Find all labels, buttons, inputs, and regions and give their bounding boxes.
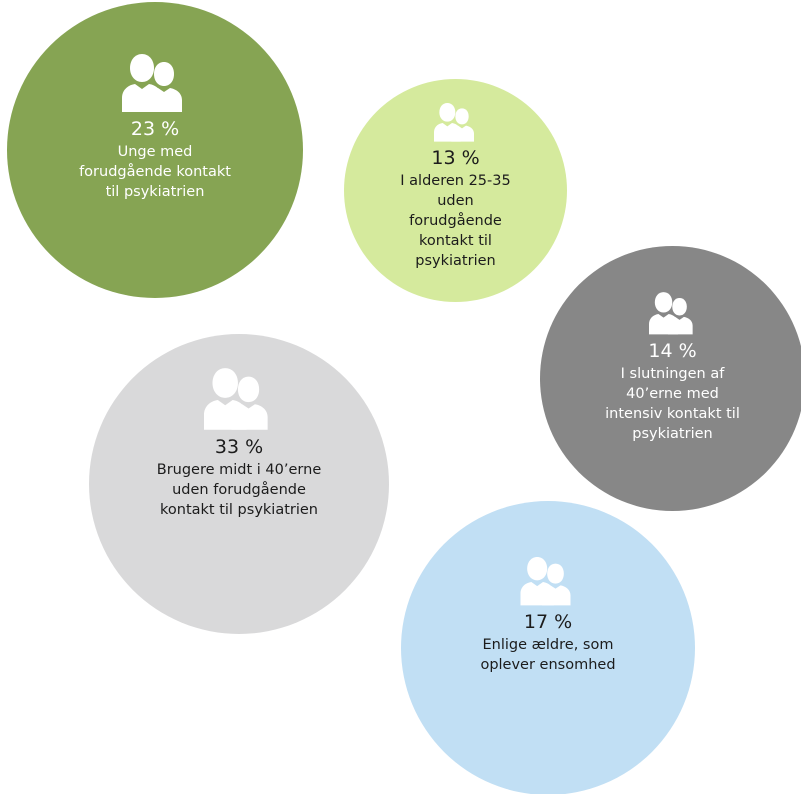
- segment-percent: 14 %: [648, 340, 697, 362]
- people-icon: [122, 54, 182, 112]
- segment-label-line: Enlige ældre, som: [482, 637, 614, 653]
- segment-label: I slutningen af 40’erne med intensiv kon…: [573, 364, 773, 444]
- segment-percent: 17 %: [523, 611, 573, 633]
- people-icon: [433, 103, 474, 142]
- segment-content: 13 % I alderen 25-35 uden forudgående ko…: [344, 103, 567, 271]
- segment-bubble-2: 13 % I alderen 25-35 uden forudgående ko…: [344, 79, 567, 302]
- segment-label: I alderen 25-35 uden forudgående kontakt…: [391, 171, 521, 271]
- segment-bubble-4: 33 % Brugere midt i 40’erne uden forudgå…: [89, 334, 389, 634]
- people-icon: [520, 557, 571, 606]
- segment-content: 14 % I slutningen af 40’erne med intensi…: [540, 292, 801, 444]
- segment-bubble-1: 23 % Unge med forudgående kontakt til ps…: [7, 2, 303, 298]
- segment-percent: 13 %: [431, 147, 480, 169]
- segment-label-line: kontakt til: [419, 233, 492, 249]
- segment-label-line: oplever ensomhed: [480, 657, 616, 673]
- segment-content: 17 % Enlige ældre, som oplever ensomhed: [401, 557, 695, 675]
- segment-label-line: Brugere midt i 40’erne: [156, 462, 322, 478]
- segment-label-line: til psykiatrien: [105, 184, 205, 200]
- segment-percent: 23 %: [130, 118, 180, 140]
- segment-label: Brugere midt i 40’erne uden forudgående …: [124, 460, 354, 520]
- segment-label-line: kontakt til psykiatrien: [160, 502, 318, 518]
- segment-content: 33 % Brugere midt i 40’erne uden forudgå…: [89, 368, 389, 520]
- segment-content: 23 % Unge med forudgående kontakt til ps…: [7, 54, 303, 202]
- people-icon: [648, 292, 693, 335]
- segment-label-line: psykiatrien: [632, 426, 713, 442]
- segment-label-line: uden: [437, 193, 474, 209]
- segment-label: Enlige ældre, som oplever ensomhed: [443, 635, 653, 675]
- segment-label-line: 40’erne med: [626, 386, 719, 402]
- segment-label-line: Unge med: [117, 144, 193, 160]
- people-icon: [204, 368, 268, 430]
- segment-label-line: uden forudgående: [172, 482, 306, 498]
- segment-label-line: forudgående: [409, 213, 502, 229]
- segment-label: Unge med forudgående kontakt til psykiat…: [45, 142, 265, 202]
- segment-label-line: I alderen 25-35: [400, 173, 511, 189]
- segment-label-line: forudgående kontakt: [79, 164, 231, 180]
- segment-label-line: psykiatrien: [415, 253, 496, 269]
- segment-bubble-3: 14 % I slutningen af 40’erne med intensi…: [540, 246, 801, 511]
- segment-bubble-5: 17 % Enlige ældre, som oplever ensomhed: [401, 501, 695, 794]
- segment-label-line: I slutningen af: [620, 366, 725, 382]
- segment-percent: 33 %: [214, 436, 264, 458]
- segment-label-line: intensiv kontakt til: [605, 406, 740, 422]
